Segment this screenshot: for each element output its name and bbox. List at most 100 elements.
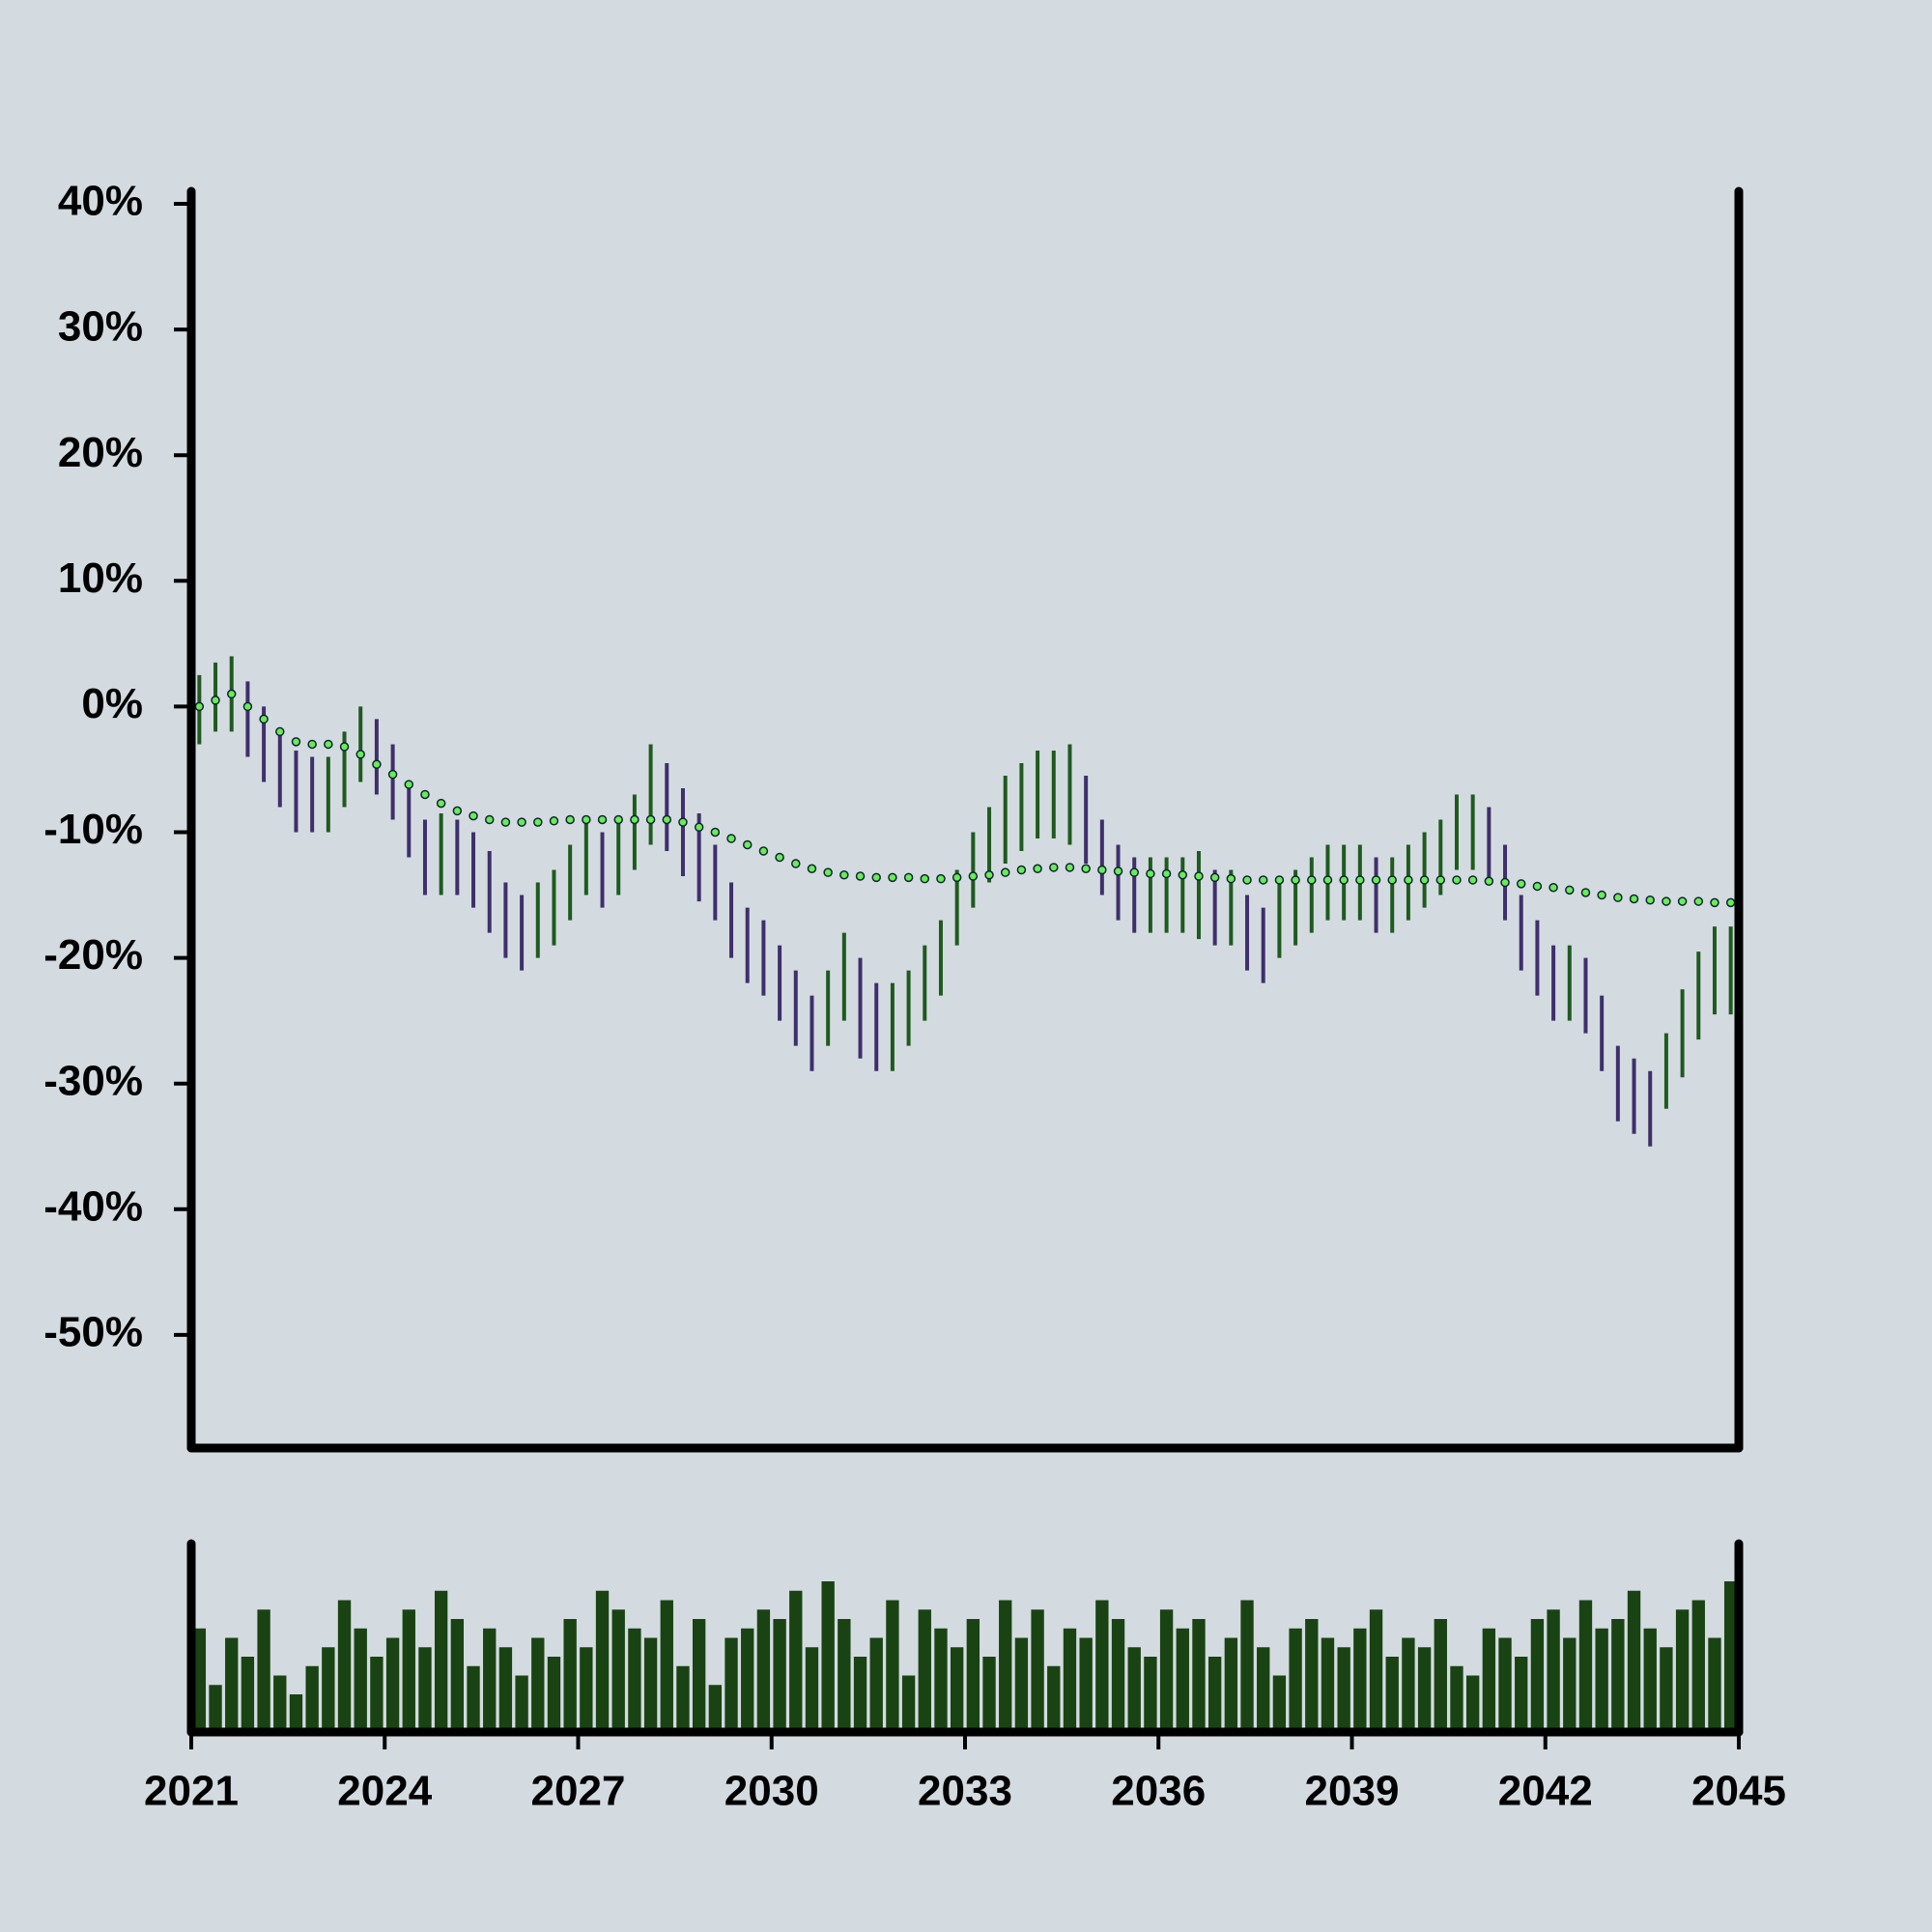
- moving-average-point: [500, 817, 511, 827]
- volume-bar: [1272, 1675, 1287, 1732]
- volume-bar: [563, 1619, 577, 1732]
- moving-average-point: [1146, 868, 1155, 879]
- volume-bar: [1111, 1619, 1125, 1732]
- moving-average-point: [194, 701, 205, 712]
- moving-average-point: [549, 816, 559, 826]
- volume-bar: [1224, 1637, 1238, 1732]
- volume-bar: [982, 1657, 996, 1732]
- moving-average-point: [710, 827, 721, 838]
- volume-bar: [337, 1600, 352, 1732]
- volume-bar: [1192, 1619, 1206, 1732]
- volume-bar: [1353, 1628, 1367, 1732]
- volume-bar: [1450, 1665, 1463, 1732]
- volume-bar: [531, 1637, 545, 1732]
- y-tick-label: -30%: [43, 1057, 143, 1104]
- volume-bar: [322, 1647, 335, 1732]
- moving-average-point: [952, 872, 962, 883]
- volume-bar: [789, 1590, 803, 1732]
- moving-average-point: [758, 846, 769, 856]
- moving-average-point: [597, 814, 608, 825]
- moving-average-point: [1307, 875, 1317, 885]
- moving-average-point: [936, 873, 946, 884]
- moving-average-point: [1677, 896, 1688, 906]
- volume-bar: [1079, 1637, 1093, 1732]
- volume-bar: [1434, 1619, 1447, 1732]
- volume-bar: [1127, 1647, 1141, 1732]
- moving-average-point: [920, 873, 930, 884]
- moving-average-point: [259, 714, 269, 724]
- moving-average-point: [372, 759, 382, 770]
- volume-bar: [1498, 1637, 1512, 1732]
- volume-bar: [434, 1590, 448, 1732]
- volume-bar: [580, 1647, 593, 1732]
- volume-bar: [692, 1619, 706, 1732]
- volume-bar: [385, 1637, 400, 1732]
- volume-bar: [1675, 1609, 1690, 1732]
- moving-average-point: [1500, 877, 1510, 888]
- moving-average-point: [1613, 893, 1623, 902]
- moving-average-point: [742, 839, 753, 850]
- volume-bar: [354, 1628, 367, 1732]
- volume-bar: [1708, 1637, 1721, 1732]
- moving-average-point: [775, 852, 784, 863]
- volume-bar: [805, 1647, 819, 1732]
- moving-average-point: [242, 701, 253, 712]
- moving-average-point: [275, 726, 285, 737]
- moving-average-point: [1580, 888, 1591, 897]
- volume-bar: [853, 1657, 867, 1732]
- volume-bar: [838, 1619, 851, 1732]
- x-tick-label: 2024: [337, 1768, 432, 1815]
- moving-average-point: [452, 806, 463, 816]
- volume-bar: [241, 1657, 255, 1732]
- moving-average-point: [1693, 896, 1704, 906]
- volume-bar: [450, 1619, 465, 1732]
- x-tick-label: 2045: [1691, 1768, 1786, 1815]
- volume-bar: [708, 1685, 723, 1732]
- moving-average-point: [420, 789, 430, 800]
- volume-bar: [999, 1600, 1012, 1732]
- volume-bar: [901, 1675, 916, 1732]
- moving-average-point: [291, 737, 301, 747]
- moving-average-point: [1322, 875, 1333, 885]
- volume-bar: [1402, 1637, 1415, 1732]
- moving-average-point: [1371, 875, 1381, 885]
- moving-average-point: [1049, 863, 1059, 872]
- volume-bar: [1530, 1619, 1545, 1732]
- moving-average-point: [1484, 876, 1494, 886]
- volume-bar: [1515, 1657, 1528, 1732]
- volume-bar: [950, 1647, 964, 1732]
- moving-average-point: [726, 834, 736, 843]
- moving-average-point: [662, 814, 672, 825]
- x-tick-label: 2036: [1111, 1768, 1206, 1815]
- moving-average-point: [307, 739, 317, 750]
- x-tick-label: 2042: [1498, 1768, 1593, 1815]
- volume-bar: [1611, 1619, 1625, 1732]
- moving-average-point: [339, 742, 350, 752]
- volume-bar: [724, 1637, 738, 1732]
- volume-bar: [1176, 1628, 1189, 1732]
- y-tick-label: -50%: [43, 1309, 143, 1356]
- volume-bar: [467, 1665, 480, 1732]
- moving-average-point: [582, 814, 591, 825]
- moving-average-point: [1258, 875, 1268, 885]
- x-tick-label: 2039: [1305, 1768, 1400, 1815]
- volume-bar: [756, 1609, 771, 1732]
- moving-average-point: [839, 869, 849, 880]
- moving-average-point: [1419, 875, 1430, 885]
- volume-bar: [660, 1600, 673, 1732]
- moving-average-point: [871, 872, 881, 883]
- moving-average-point: [324, 739, 333, 750]
- volume-bar: [1321, 1637, 1335, 1732]
- y-tick-label: -10%: [43, 806, 143, 853]
- volume-bar: [1385, 1657, 1399, 1732]
- moving-average-point: [968, 871, 979, 881]
- moving-average-point: [1081, 864, 1091, 873]
- moving-average-point: [1629, 894, 1639, 904]
- moving-average-point: [678, 817, 688, 827]
- moving-average-point: [1516, 879, 1526, 889]
- moving-average-point: [387, 769, 398, 780]
- volume-bar: [1047, 1665, 1061, 1732]
- moving-average-point: [533, 817, 543, 827]
- moving-average-point: [1065, 863, 1075, 872]
